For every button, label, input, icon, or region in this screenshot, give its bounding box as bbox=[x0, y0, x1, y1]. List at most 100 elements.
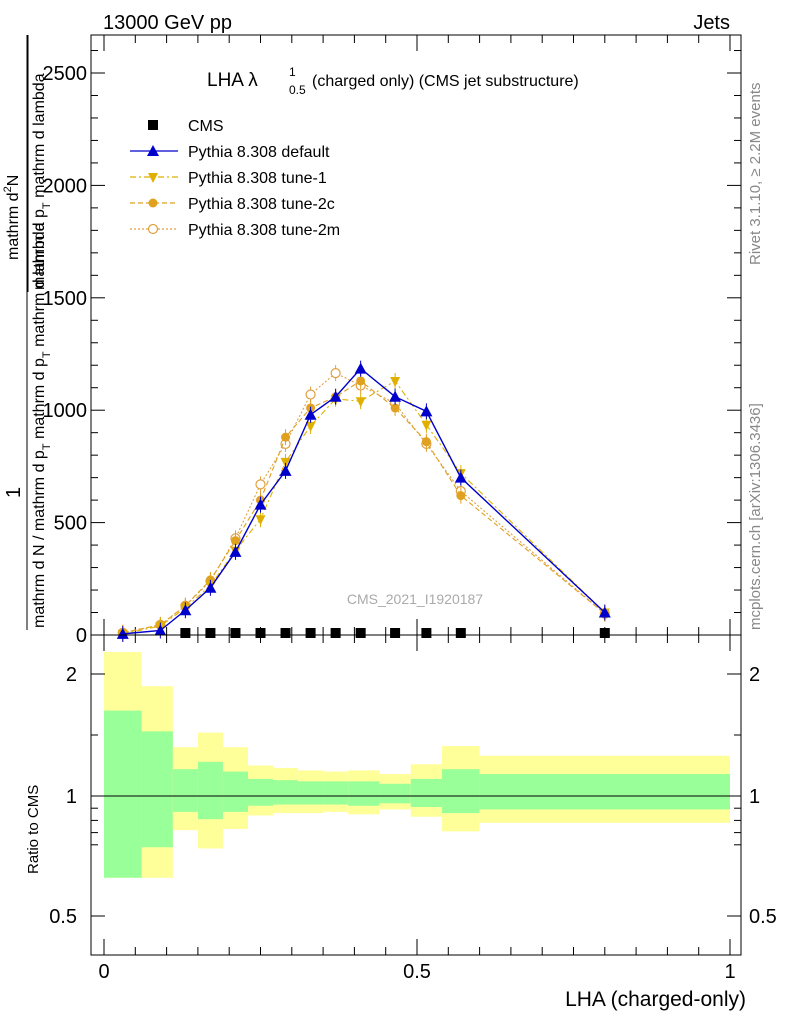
cms-data-point bbox=[205, 628, 216, 638]
ratio-band-green bbox=[348, 781, 380, 806]
series-point-3 bbox=[456, 491, 466, 501]
x-tick-label: 1 bbox=[724, 961, 735, 983]
ratio-plot-panel: 0.5 0.5 1 1 2 2 0 0.5 1 Ratio to CMS LHA (charg… bbox=[25, 634, 777, 1011]
ratio-y-tick-label: 2 bbox=[66, 664, 77, 686]
series-point-4 bbox=[305, 389, 316, 400]
legend-entry-label: Pythia 8.308 default bbox=[188, 144, 330, 161]
legend-entry-label: CMS bbox=[188, 118, 224, 135]
ratio-y-axis: 0.5 0.5 1 1 2 2 bbox=[49, 664, 777, 928]
series-point-2 bbox=[255, 515, 266, 526]
series-point-4 bbox=[330, 368, 341, 379]
main-y-axis-label: 1 mathrm d N / mathrm d pT mathrm d pT m… bbox=[2, 35, 53, 630]
legend-marker bbox=[148, 198, 158, 208]
header-energy-label: 13000 GeV pp bbox=[103, 12, 232, 34]
series-point-3 bbox=[356, 376, 366, 386]
main-y-tick-label: 1000 bbox=[43, 400, 88, 422]
ratio-bands bbox=[104, 652, 730, 878]
cms-data-point bbox=[390, 628, 401, 638]
series-line-3 bbox=[122, 380, 606, 634]
ratio-band-green bbox=[222, 771, 248, 812]
ratio-plot-frame bbox=[90, 634, 742, 956]
series-point-1 bbox=[279, 464, 292, 476]
main-title-sup: 1 bbox=[289, 65, 296, 79]
series-point-3 bbox=[230, 536, 240, 546]
ratio-band-green bbox=[379, 783, 411, 804]
ratio-band-green bbox=[479, 774, 730, 810]
series-line-4 bbox=[122, 372, 606, 634]
legend-marker bbox=[148, 120, 158, 130]
main-y-tick-label: 1500 bbox=[43, 288, 88, 310]
main-plot-panel: 0 500 1000 1500 2000 2500 CMS_2021_I1920187 L… bbox=[43, 34, 742, 647]
ylabel-denominator: mathrm d N / mathrm d pT mathrm d pT mat… bbox=[31, 222, 53, 628]
series-point-1 bbox=[598, 606, 611, 618]
series-point-1 bbox=[116, 627, 129, 639]
watermark-label: CMS_2021_I1920187 bbox=[347, 591, 483, 607]
ylabel-numerator: mathrm d2N bbox=[2, 175, 22, 260]
ratio-band-green bbox=[247, 778, 274, 806]
header-jets-label: Jets bbox=[693, 12, 730, 34]
ratio-y-tick-label: 1 bbox=[66, 786, 77, 808]
legend-entry-label: Pythia 8.308 tune-2c bbox=[188, 196, 335, 213]
rivet-version-label: Rivet 3.1.10, ≥ 2.2M events bbox=[747, 83, 764, 266]
main-y-tick-label: 500 bbox=[54, 513, 87, 535]
series-point-2 bbox=[390, 376, 401, 387]
cms-data-point bbox=[280, 628, 291, 638]
main-y-axis: 0 500 1000 1500 2000 2500 bbox=[43, 50, 741, 647]
ylabel-one: 1 bbox=[3, 487, 25, 498]
cms-data-point bbox=[230, 628, 241, 638]
main-y-tick-label: 2000 bbox=[43, 175, 88, 197]
cms-data-point bbox=[305, 628, 316, 638]
series-point-1 bbox=[354, 362, 367, 374]
series-point-1 bbox=[154, 624, 167, 636]
ratio-band-green bbox=[172, 769, 198, 812]
cms-data-point bbox=[421, 628, 432, 638]
x-tick-label: 0 bbox=[98, 961, 109, 983]
ylabel-denominator-inner: mathrm d pT mathrm d lambda bbox=[31, 73, 53, 290]
series-point-3 bbox=[390, 403, 400, 413]
ratio-band-green bbox=[410, 778, 443, 807]
main-title-lha: LHA λ bbox=[207, 70, 258, 91]
ratio-y-tick-label: 0.5 bbox=[49, 906, 77, 928]
ratio-band-green bbox=[442, 769, 480, 814]
series-point-1 bbox=[454, 471, 467, 483]
cms-data-point bbox=[455, 628, 466, 638]
ratio-y-axis-label: Ratio to CMS bbox=[25, 785, 42, 874]
mcplots-label: mcplots.cern.ch [arXiv:1306.3436] bbox=[747, 403, 764, 630]
series-point-1 bbox=[179, 604, 192, 616]
ratio-band-green bbox=[141, 731, 173, 848]
series-point-1 bbox=[304, 408, 317, 420]
series-point-3 bbox=[281, 432, 291, 442]
main-title-rest: (charged only) (CMS jet substructure) bbox=[312, 73, 579, 90]
cms-data-point bbox=[599, 628, 610, 638]
cms-data-point bbox=[180, 628, 191, 638]
cms-data-point bbox=[330, 628, 341, 638]
main-series-group bbox=[116, 360, 611, 642]
ratio-y-tick-label-right: 1 bbox=[749, 786, 760, 808]
x-axis-label: LHA (charged-only) bbox=[565, 988, 746, 1011]
series-point-1 bbox=[254, 498, 267, 510]
legend: CMS Pythia 8.308 default Pythia 8.308 tune… bbox=[130, 118, 340, 239]
ratio-y-tick-label-right: 0.5 bbox=[749, 906, 777, 928]
ratio-band-green bbox=[323, 781, 349, 805]
series-point-3 bbox=[421, 437, 431, 447]
series-point-2 bbox=[355, 397, 366, 408]
legend-entry-label: Pythia 8.308 tune-1 bbox=[188, 170, 327, 187]
series-point-2 bbox=[305, 421, 316, 432]
legend-entry-label: Pythia 8.308 tune-2m bbox=[188, 222, 340, 239]
legend-marker bbox=[147, 223, 159, 235]
ratio-y-tick-label-right: 2 bbox=[749, 664, 760, 686]
ratio-band-green bbox=[298, 781, 324, 805]
main-title: LHA λ bbox=[207, 70, 258, 91]
legend-marker bbox=[147, 145, 159, 156]
x-tick-label: 0.5 bbox=[403, 961, 431, 983]
series-point-1 bbox=[229, 545, 242, 557]
series-line-1 bbox=[122, 367, 606, 635]
series-point-1 bbox=[204, 581, 217, 593]
series-point-1 bbox=[329, 390, 342, 402]
ratio-band-green bbox=[104, 710, 142, 878]
legend-marker bbox=[148, 173, 158, 183]
series-point-1 bbox=[420, 405, 433, 417]
main-y-tick-label: 2500 bbox=[43, 63, 88, 85]
cms-data-point bbox=[255, 628, 266, 638]
